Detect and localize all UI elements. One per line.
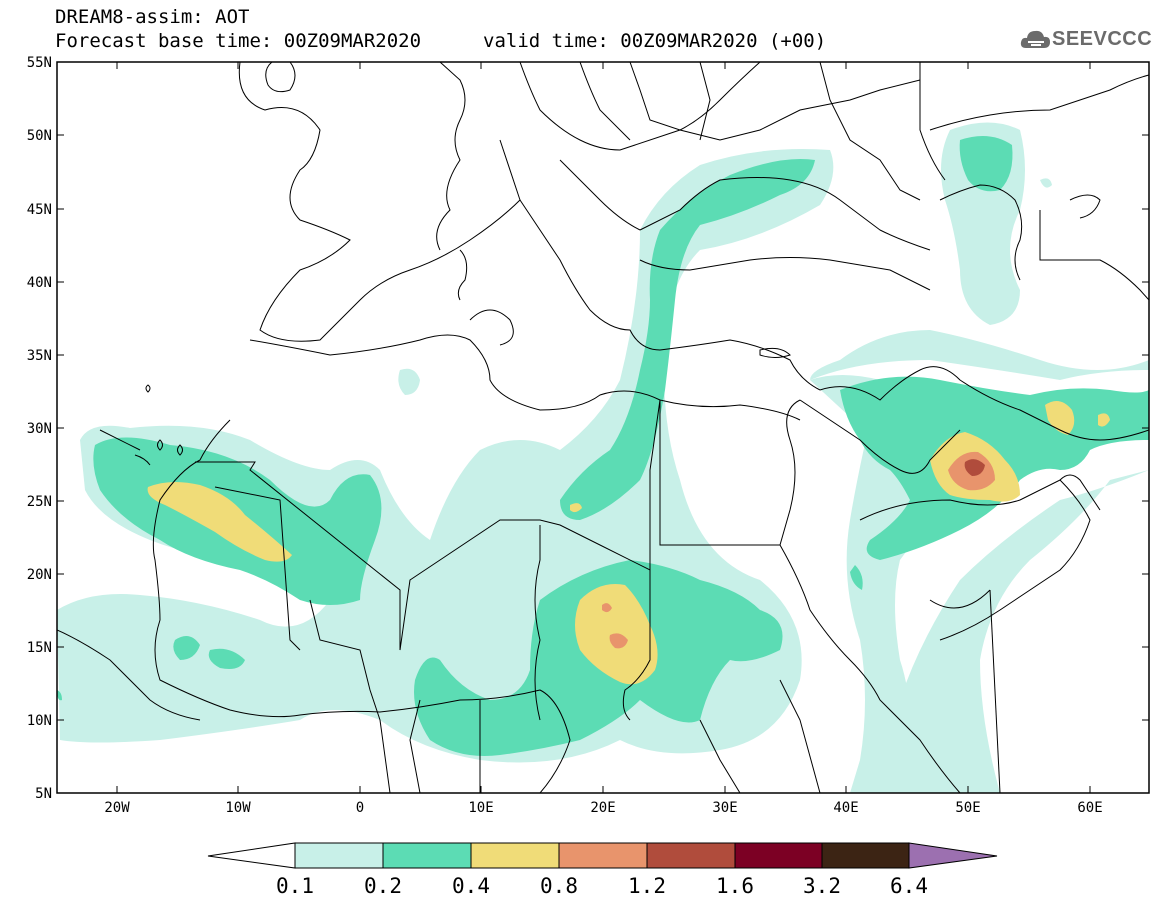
lon-label-10W: 10W — [225, 800, 251, 816]
latitude-axis: 55N 50N 45N 40N 35N 30N 25N 20N 15N 10N 5N — [27, 55, 1149, 802]
lon-label-50E: 50E — [955, 800, 980, 816]
lat-label-25N: 25N — [27, 494, 52, 510]
lat-label-30N: 30N — [27, 421, 52, 437]
lat-label-35N: 35N — [27, 348, 52, 364]
colorbar-label-0.1: 0.1 — [276, 874, 314, 898]
lon-label-60E: 60E — [1077, 800, 1102, 816]
lat-label-50N: 50N — [27, 128, 52, 144]
forecast-base-time: Forecast base time: 00Z09MAR2020 — [55, 30, 422, 52]
colorbar-label-0.2: 0.2 — [364, 874, 402, 898]
lat-label-40N: 40N — [27, 275, 52, 291]
lon-label-0: 0 — [356, 800, 364, 816]
colorbar-high-arrow — [908, 842, 998, 869]
aot-contours — [57, 62, 1149, 793]
lat-label-5N: 5N — [35, 786, 52, 802]
colorbar-box-1.2 — [646, 842, 736, 869]
cloud-logo-icon — [1020, 30, 1050, 48]
colorbar-box-0.8 — [558, 842, 648, 869]
colorbar-box-0.1 — [294, 842, 384, 869]
colorbar-low-arrow — [207, 842, 296, 869]
logo-text: SEEVCCC — [1052, 28, 1153, 50]
lat-label-20N: 20N — [27, 567, 52, 583]
lon-label-20W: 20W — [104, 800, 130, 816]
colorbar-label-1.6: 1.6 — [716, 874, 754, 898]
map-title: DREAM8-assim: AOT — [55, 6, 250, 28]
lat-label-55N: 55N — [27, 55, 52, 71]
lon-label-20E: 20E — [590, 800, 615, 816]
lon-label-40E: 40E — [833, 800, 858, 816]
colorbar: 0.1 0.2 0.4 0.8 1.2 1.6 3.2 6.4 — [207, 842, 998, 898]
colorbar-label-3.2: 3.2 — [803, 874, 841, 898]
country-borders — [57, 62, 1149, 793]
lon-label-30E: 30E — [712, 800, 737, 816]
lat-label-45N: 45N — [27, 202, 52, 218]
longitude-axis: 20W 10W 0 10E 20E 30E 40E 50E 60E — [104, 62, 1103, 816]
colorbar-box-0.4 — [470, 842, 560, 869]
colorbar-label-0.8: 0.8 — [540, 874, 578, 898]
colorbar-label-1.2: 1.2 — [628, 874, 666, 898]
lon-label-10E: 10E — [468, 800, 493, 816]
colorbar-label-0.4: 0.4 — [452, 874, 490, 898]
lat-label-15N: 15N — [27, 640, 52, 656]
colorbar-box-1.6 — [734, 842, 823, 869]
lat-label-10N: 10N — [27, 713, 52, 729]
colorbar-box-3.2 — [821, 842, 910, 869]
colorbar-label-6.4: 6.4 — [890, 874, 928, 898]
colorbar-box-0.2 — [382, 842, 472, 869]
aot-contour-1.2 — [964, 459, 985, 476]
valid-time: valid time: 00Z09MAR2020 (+00) — [483, 30, 827, 52]
